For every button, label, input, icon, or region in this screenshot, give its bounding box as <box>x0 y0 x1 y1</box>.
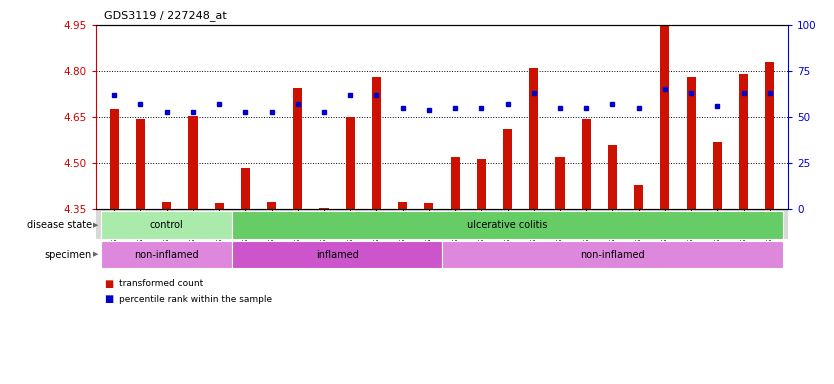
Bar <box>739 74 748 209</box>
Bar <box>136 119 145 209</box>
Bar <box>450 157 460 209</box>
Text: transformed count: transformed count <box>119 279 203 288</box>
Bar <box>581 119 590 209</box>
Bar <box>294 88 303 209</box>
Bar <box>345 117 354 209</box>
Bar <box>634 185 643 209</box>
Bar <box>162 202 171 209</box>
Bar <box>398 202 407 209</box>
Bar <box>686 77 696 209</box>
Text: ■: ■ <box>104 294 113 304</box>
Bar <box>661 26 670 209</box>
Text: non-inflamed: non-inflamed <box>580 250 645 260</box>
Bar <box>503 129 512 209</box>
Bar <box>477 159 486 209</box>
Text: ▶: ▶ <box>93 252 98 258</box>
Bar <box>608 145 617 209</box>
Bar <box>555 157 565 209</box>
Text: non-inflamed: non-inflamed <box>134 250 199 260</box>
Bar <box>713 142 722 209</box>
Text: disease state: disease state <box>27 220 92 230</box>
Text: control: control <box>150 220 183 230</box>
Bar <box>267 202 276 209</box>
Text: percentile rank within the sample: percentile rank within the sample <box>119 295 273 304</box>
Text: GDS3119 / 227248_at: GDS3119 / 227248_at <box>104 10 227 21</box>
Text: specimen: specimen <box>44 250 92 260</box>
Bar <box>110 109 119 209</box>
Bar <box>241 168 250 209</box>
Text: ▶: ▶ <box>93 222 98 228</box>
Bar <box>188 116 198 209</box>
Text: ulcerative colitis: ulcerative colitis <box>467 220 548 230</box>
Bar <box>425 203 434 209</box>
Text: ■: ■ <box>104 279 113 289</box>
Bar <box>319 208 329 209</box>
Text: inflamed: inflamed <box>316 250 359 260</box>
Bar <box>530 68 539 209</box>
Bar <box>765 62 774 209</box>
Bar <box>372 77 381 209</box>
Bar <box>214 203 224 209</box>
